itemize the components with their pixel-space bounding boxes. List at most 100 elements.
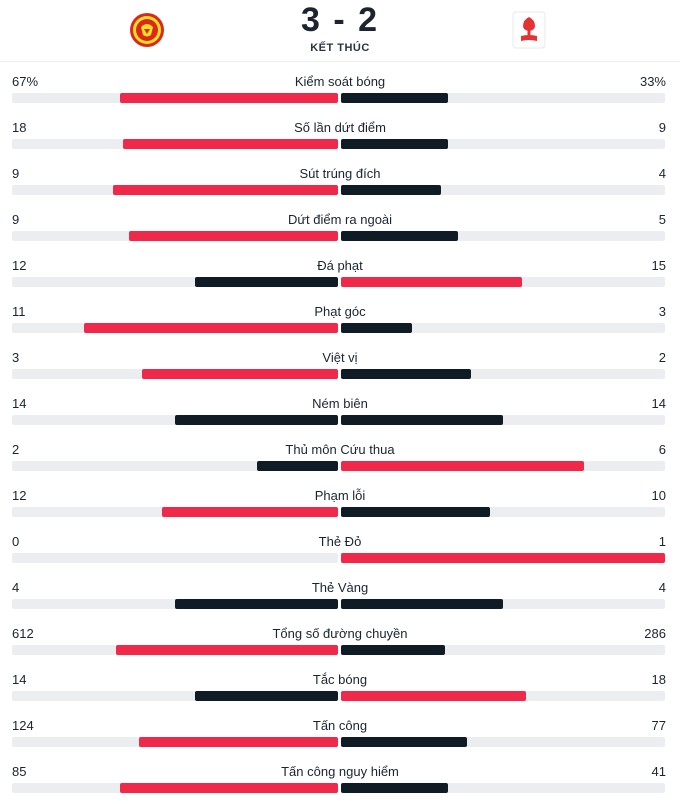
stat-row: 4 Thẻ Vàng 4 bbox=[0, 578, 680, 624]
home-stat-value: 14 bbox=[12, 396, 27, 411]
match-header: 3 - 2 KẾT THÚC bbox=[0, 0, 680, 62]
away-stat-bar bbox=[341, 645, 445, 655]
away-team-crest-icon[interactable] bbox=[510, 10, 548, 50]
home-stat-bar bbox=[122, 139, 338, 149]
away-stat-bar bbox=[341, 507, 491, 517]
stat-label: Thẻ Đỏ bbox=[318, 534, 362, 549]
stat-label: Thẻ Vàng bbox=[311, 580, 369, 595]
stat-label: Tấn công bbox=[312, 718, 368, 733]
away-stat-bar bbox=[341, 323, 413, 333]
stat-label: Tấn công nguy hiểm bbox=[281, 764, 399, 779]
home-stat-track bbox=[12, 139, 338, 149]
away-stat-bar bbox=[341, 93, 448, 103]
away-stat-value: 15 bbox=[651, 258, 666, 273]
home-stat-bar bbox=[161, 507, 338, 517]
away-stat-track bbox=[341, 691, 665, 701]
match-score: 3 - 2 bbox=[300, 1, 380, 39]
home-stat-value: 18 bbox=[12, 120, 27, 135]
away-stat-value: 14 bbox=[651, 396, 666, 411]
stat-row: 124 Tấn công 77 bbox=[0, 716, 680, 762]
home-stat-track bbox=[12, 599, 338, 609]
home-stat-value: 9 bbox=[12, 166, 20, 181]
match-status: KẾT THÚC bbox=[310, 42, 370, 54]
away-stat-value: 286 bbox=[644, 626, 666, 641]
away-stat-track bbox=[341, 231, 665, 241]
home-stat-bar bbox=[116, 645, 338, 655]
home-stat-track bbox=[12, 415, 338, 425]
away-stat-bar bbox=[341, 231, 458, 241]
home-stat-bar bbox=[194, 691, 338, 701]
home-stat-track bbox=[12, 369, 338, 379]
away-stat-value: 3 bbox=[658, 304, 666, 319]
home-stat-bar bbox=[119, 783, 338, 793]
home-stat-bar bbox=[256, 461, 338, 471]
home-stat-value: 2 bbox=[12, 442, 20, 457]
stat-row: 9 Sút trúng đích 4 bbox=[0, 164, 680, 210]
home-stat-value: 124 bbox=[12, 718, 34, 733]
stat-row: 11 Phạt góc 3 bbox=[0, 302, 680, 348]
home-stat-track bbox=[12, 461, 338, 471]
stat-row: 2 Thủ môn Cứu thua 6 bbox=[0, 440, 680, 486]
away-stat-value: 9 bbox=[658, 120, 666, 135]
home-stat-track bbox=[12, 185, 338, 195]
away-stat-value: 4 bbox=[658, 166, 666, 181]
home-stat-value: 11 bbox=[12, 304, 26, 319]
away-stat-track bbox=[341, 415, 665, 425]
home-stat-value: 67% bbox=[12, 74, 39, 89]
stat-label: Phạt góc bbox=[314, 304, 366, 319]
away-stat-value: 10 bbox=[651, 488, 666, 503]
away-stat-bar bbox=[341, 691, 526, 701]
stat-row: 14 Ném biên 14 bbox=[0, 394, 680, 440]
stat-label: Phạm lỗi bbox=[314, 488, 366, 503]
stat-row: 18 Số lần dứt điểm 9 bbox=[0, 118, 680, 164]
stat-label: Đá phạt bbox=[317, 258, 363, 273]
away-stat-bar bbox=[341, 185, 442, 195]
stat-row: 612 Tổng số đường chuyền 286 bbox=[0, 624, 680, 670]
away-stat-track bbox=[341, 783, 665, 793]
match-stats-list: 67% Kiểm soát bóng 33% 18 Số lần dứt điểm 9 9 S… bbox=[0, 72, 680, 804]
home-stat-value: 85 bbox=[12, 764, 27, 779]
away-stat-value: 41 bbox=[651, 764, 666, 779]
home-stat-value: 14 bbox=[12, 672, 27, 687]
away-stat-track bbox=[341, 461, 665, 471]
home-stat-track bbox=[12, 645, 338, 655]
away-stat-bar bbox=[341, 461, 584, 471]
stat-row: 14 Tắc bóng 18 bbox=[0, 670, 680, 716]
home-team-crest-icon[interactable] bbox=[128, 10, 166, 50]
away-stat-bar bbox=[341, 369, 471, 379]
away-stat-track bbox=[341, 323, 665, 333]
home-stat-value: 612 bbox=[12, 626, 34, 641]
away-stat-track bbox=[341, 277, 665, 287]
stat-row: 12 Đá phạt 15 bbox=[0, 256, 680, 302]
away-stat-value: 4 bbox=[658, 580, 666, 595]
away-stat-track bbox=[341, 507, 665, 517]
away-stat-value: 5 bbox=[658, 212, 666, 227]
stat-label: Thủ môn Cứu thua bbox=[285, 442, 395, 457]
home-stat-bar bbox=[175, 599, 338, 609]
home-stat-value: 9 bbox=[12, 212, 20, 227]
stat-row: 0 Thẻ Đỏ 1 bbox=[0, 532, 680, 578]
home-stat-value: 4 bbox=[12, 580, 20, 595]
stat-label: Sút trúng đích bbox=[299, 166, 381, 181]
home-stat-track bbox=[12, 691, 338, 701]
away-stat-value: 1 bbox=[658, 534, 666, 549]
stat-row: 9 Dứt điểm ra ngoài 5 bbox=[0, 210, 680, 256]
stat-label: Tắc bóng bbox=[312, 672, 368, 687]
home-stat-track bbox=[12, 737, 338, 747]
away-stat-value: 6 bbox=[658, 442, 666, 457]
stat-label: Dứt điểm ra ngoài bbox=[287, 212, 393, 227]
home-stat-value: 3 bbox=[12, 350, 20, 365]
away-stat-bar bbox=[341, 737, 468, 747]
stat-row: 12 Phạm lỗi 10 bbox=[0, 486, 680, 532]
home-stat-track bbox=[12, 553, 338, 563]
away-stat-track bbox=[341, 599, 665, 609]
stat-label: Việt vị bbox=[322, 350, 358, 365]
stat-label: Ném biên bbox=[312, 396, 368, 411]
away-stat-bar bbox=[341, 277, 523, 287]
away-stat-value: 18 bbox=[651, 672, 666, 687]
home-stat-value: 0 bbox=[12, 534, 20, 549]
home-stat-bar bbox=[139, 737, 338, 747]
away-stat-value: 2 bbox=[658, 350, 666, 365]
away-stat-bar bbox=[341, 553, 665, 563]
stat-row: 3 Việt vị 2 bbox=[0, 348, 680, 394]
